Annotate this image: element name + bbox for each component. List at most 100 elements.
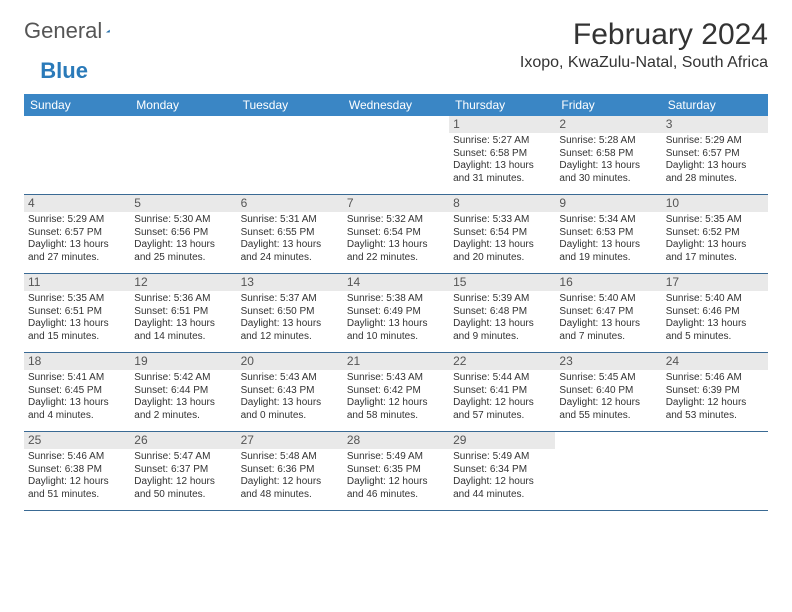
sunrise-text: Sunrise: 5:31 AM xyxy=(241,214,339,227)
day-header-cell: Friday xyxy=(555,94,661,116)
daylight-text: Daylight: 13 hours and 12 minutes. xyxy=(241,318,339,343)
day-number: 3 xyxy=(662,116,768,133)
day-header-cell: Sunday xyxy=(24,94,130,116)
day-body: Sunrise: 5:47 AMSunset: 6:37 PMDaylight:… xyxy=(130,449,236,505)
day-cell: 22Sunrise: 5:44 AMSunset: 6:41 PMDayligh… xyxy=(449,353,555,431)
day-body: Sunrise: 5:45 AMSunset: 6:40 PMDaylight:… xyxy=(555,370,661,426)
logo: General xyxy=(24,18,128,44)
day-cell: 28Sunrise: 5:49 AMSunset: 6:35 PMDayligh… xyxy=(343,432,449,510)
day-body xyxy=(24,133,130,139)
day-cell: 27Sunrise: 5:48 AMSunset: 6:36 PMDayligh… xyxy=(237,432,343,510)
day-body: Sunrise: 5:40 AMSunset: 6:46 PMDaylight:… xyxy=(662,291,768,347)
day-number: 25 xyxy=(24,432,130,449)
day-number: 24 xyxy=(662,353,768,370)
sunset-text: Sunset: 6:36 PM xyxy=(241,464,339,477)
day-number: 14 xyxy=(343,274,449,291)
day-cell: 17Sunrise: 5:40 AMSunset: 6:46 PMDayligh… xyxy=(662,274,768,352)
sunrise-text: Sunrise: 5:45 AM xyxy=(559,372,657,385)
day-cell: 26Sunrise: 5:47 AMSunset: 6:37 PMDayligh… xyxy=(130,432,236,510)
day-number xyxy=(130,116,236,133)
day-cell: 29Sunrise: 5:49 AMSunset: 6:34 PMDayligh… xyxy=(449,432,555,510)
daylight-text: Daylight: 13 hours and 22 minutes. xyxy=(347,239,445,264)
day-body: Sunrise: 5:30 AMSunset: 6:56 PMDaylight:… xyxy=(130,212,236,268)
day-number: 5 xyxy=(130,195,236,212)
day-number: 7 xyxy=(343,195,449,212)
sunset-text: Sunset: 6:54 PM xyxy=(453,227,551,240)
day-header-cell: Wednesday xyxy=(343,94,449,116)
sunrise-text: Sunrise: 5:38 AM xyxy=(347,293,445,306)
sunset-text: Sunset: 6:34 PM xyxy=(453,464,551,477)
day-body: Sunrise: 5:40 AMSunset: 6:47 PMDaylight:… xyxy=(555,291,661,347)
day-body xyxy=(237,133,343,139)
sunset-text: Sunset: 6:49 PM xyxy=(347,306,445,319)
sunset-text: Sunset: 6:54 PM xyxy=(347,227,445,240)
daylight-text: Daylight: 12 hours and 44 minutes. xyxy=(453,476,551,501)
sunrise-text: Sunrise: 5:33 AM xyxy=(453,214,551,227)
day-cell: 9Sunrise: 5:34 AMSunset: 6:53 PMDaylight… xyxy=(555,195,661,273)
day-cell: 3Sunrise: 5:29 AMSunset: 6:57 PMDaylight… xyxy=(662,116,768,194)
day-body: Sunrise: 5:44 AMSunset: 6:41 PMDaylight:… xyxy=(449,370,555,426)
sunrise-text: Sunrise: 5:29 AM xyxy=(28,214,126,227)
day-number xyxy=(343,116,449,133)
day-header-cell: Thursday xyxy=(449,94,555,116)
day-body: Sunrise: 5:34 AMSunset: 6:53 PMDaylight:… xyxy=(555,212,661,268)
sunrise-text: Sunrise: 5:35 AM xyxy=(666,214,764,227)
week-row: 4Sunrise: 5:29 AMSunset: 6:57 PMDaylight… xyxy=(24,195,768,274)
day-cell: 4Sunrise: 5:29 AMSunset: 6:57 PMDaylight… xyxy=(24,195,130,273)
day-number: 13 xyxy=(237,274,343,291)
daylight-text: Daylight: 13 hours and 27 minutes. xyxy=(28,239,126,264)
daylight-text: Daylight: 12 hours and 46 minutes. xyxy=(347,476,445,501)
day-number: 6 xyxy=(237,195,343,212)
day-number: 1 xyxy=(449,116,555,133)
sunset-text: Sunset: 6:37 PM xyxy=(134,464,232,477)
daylight-text: Daylight: 13 hours and 5 minutes. xyxy=(666,318,764,343)
sunrise-text: Sunrise: 5:49 AM xyxy=(347,451,445,464)
day-body: Sunrise: 5:35 AMSunset: 6:52 PMDaylight:… xyxy=(662,212,768,268)
sunrise-text: Sunrise: 5:43 AM xyxy=(347,372,445,385)
sunset-text: Sunset: 6:42 PM xyxy=(347,385,445,398)
day-cell: 10Sunrise: 5:35 AMSunset: 6:52 PMDayligh… xyxy=(662,195,768,273)
day-body: Sunrise: 5:49 AMSunset: 6:34 PMDaylight:… xyxy=(449,449,555,505)
daylight-text: Daylight: 12 hours and 50 minutes. xyxy=(134,476,232,501)
day-cell: 19Sunrise: 5:42 AMSunset: 6:44 PMDayligh… xyxy=(130,353,236,431)
sunset-text: Sunset: 6:44 PM xyxy=(134,385,232,398)
day-body: Sunrise: 5:43 AMSunset: 6:43 PMDaylight:… xyxy=(237,370,343,426)
sunset-text: Sunset: 6:35 PM xyxy=(347,464,445,477)
sunset-text: Sunset: 6:51 PM xyxy=(28,306,126,319)
day-header-cell: Monday xyxy=(130,94,236,116)
day-cell xyxy=(237,116,343,194)
day-number: 2 xyxy=(555,116,661,133)
sunset-text: Sunset: 6:41 PM xyxy=(453,385,551,398)
day-header-cell: Tuesday xyxy=(237,94,343,116)
sunset-text: Sunset: 6:50 PM xyxy=(241,306,339,319)
day-number: 10 xyxy=(662,195,768,212)
day-cell: 21Sunrise: 5:43 AMSunset: 6:42 PMDayligh… xyxy=(343,353,449,431)
day-body xyxy=(130,133,236,139)
daylight-text: Daylight: 13 hours and 30 minutes. xyxy=(559,160,657,185)
day-number: 21 xyxy=(343,353,449,370)
day-cell: 8Sunrise: 5:33 AMSunset: 6:54 PMDaylight… xyxy=(449,195,555,273)
sunset-text: Sunset: 6:56 PM xyxy=(134,227,232,240)
daylight-text: Daylight: 12 hours and 51 minutes. xyxy=(28,476,126,501)
day-cell: 18Sunrise: 5:41 AMSunset: 6:45 PMDayligh… xyxy=(24,353,130,431)
day-number: 23 xyxy=(555,353,661,370)
daylight-text: Daylight: 12 hours and 48 minutes. xyxy=(241,476,339,501)
daylight-text: Daylight: 13 hours and 0 minutes. xyxy=(241,397,339,422)
day-cell: 12Sunrise: 5:36 AMSunset: 6:51 PMDayligh… xyxy=(130,274,236,352)
daylight-text: Daylight: 13 hours and 7 minutes. xyxy=(559,318,657,343)
day-body: Sunrise: 5:39 AMSunset: 6:48 PMDaylight:… xyxy=(449,291,555,347)
day-body: Sunrise: 5:35 AMSunset: 6:51 PMDaylight:… xyxy=(24,291,130,347)
sunrise-text: Sunrise: 5:29 AM xyxy=(666,135,764,148)
daylight-text: Daylight: 13 hours and 9 minutes. xyxy=(453,318,551,343)
sunset-text: Sunset: 6:47 PM xyxy=(559,306,657,319)
sunrise-text: Sunrise: 5:32 AM xyxy=(347,214,445,227)
day-body xyxy=(662,449,768,455)
sunrise-text: Sunrise: 5:40 AM xyxy=(559,293,657,306)
sunset-text: Sunset: 6:45 PM xyxy=(28,385,126,398)
day-cell: 13Sunrise: 5:37 AMSunset: 6:50 PMDayligh… xyxy=(237,274,343,352)
sunrise-text: Sunrise: 5:35 AM xyxy=(28,293,126,306)
daylight-text: Daylight: 12 hours and 55 minutes. xyxy=(559,397,657,422)
daylight-text: Daylight: 13 hours and 28 minutes. xyxy=(666,160,764,185)
day-body: Sunrise: 5:32 AMSunset: 6:54 PMDaylight:… xyxy=(343,212,449,268)
day-body: Sunrise: 5:36 AMSunset: 6:51 PMDaylight:… xyxy=(130,291,236,347)
